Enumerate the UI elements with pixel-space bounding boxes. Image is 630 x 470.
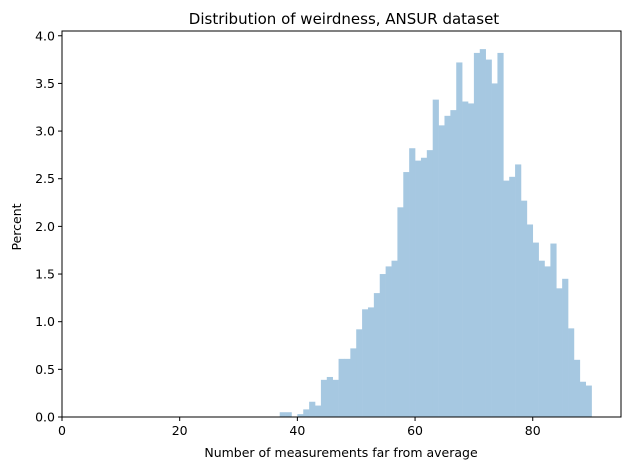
histogram-bar [426,150,433,417]
histogram-bar [479,49,486,418]
histogram-bar [579,381,586,417]
histogram-bar [532,242,539,417]
histogram-bar [526,224,534,417]
y-tick-label: 0.5 [35,362,55,377]
histogram-bar [544,266,551,417]
y-tick-label: 1.0 [35,314,55,329]
histogram-bar [350,348,357,417]
histogram-bar [279,412,286,417]
histogram-bar [344,358,351,417]
y-tick-label: 4.0 [35,28,55,43]
histogram-bar [456,62,463,417]
histogram-bar [497,52,504,418]
plot-frame [61,30,622,418]
histogram-bar [485,59,492,418]
histogram-bar [444,115,451,417]
histogram-bar [432,99,439,418]
histogram-bar [573,359,581,417]
histogram-bar [379,274,386,417]
y-tick-label: 0.0 [35,410,55,425]
y-tick-label: 2.0 [35,219,55,234]
histogram-bar [297,414,304,417]
histogram-bar [320,379,328,417]
y-tick-label: 1.5 [35,267,55,282]
histogram-bar [338,358,345,417]
histogram-bar [520,200,528,417]
y-tick-label: 2.5 [35,171,55,186]
histogram-bar [303,409,310,417]
histogram-bar [373,293,381,417]
histogram-bar [538,260,545,417]
chart-title: Distribution of weirdness, ANSUR dataset [189,10,499,28]
histogram-bar [285,412,292,417]
x-tick-label: 80 [525,423,541,438]
histogram-bar [385,266,392,417]
histogram-bar [391,260,398,417]
histogram-bar [562,278,569,417]
histogram-bar [473,52,481,418]
histogram-bar [550,243,557,417]
y-axis-label: Percent [9,203,24,250]
histogram-bar [509,176,516,417]
histogram-bar [367,307,375,417]
y-tick-label: 3.5 [35,76,55,91]
histogram-bar [415,160,422,417]
bars-group [279,49,592,418]
histogram-bar [397,207,404,417]
histogram-bar [515,164,522,417]
x-tick-label: 60 [407,423,423,438]
x-tick-label: 0 [58,423,66,438]
histogram-bar [326,376,333,417]
histogram-bar [491,83,498,418]
histogram-bar [332,379,339,417]
histogram-bar [468,103,475,418]
y-axis-ticks: 0.0 0.5 1.0 1.5 2.0 2.5 3.0 3.5 4.0 [35,28,62,425]
x-tick-label: 20 [172,423,188,438]
histogram-bar [356,329,363,417]
histogram-bar [420,157,428,417]
histogram-bar [403,172,410,417]
histogram-bar [462,101,469,417]
histogram-bar [585,385,592,417]
histogram-bar [503,180,510,417]
histogram-bar [568,328,575,417]
histogram-bar [315,405,322,417]
histogram-bar [556,288,563,417]
histogram-bar [362,309,369,417]
x-axis-label: Number of measurements far from average [204,445,478,460]
x-tick-label: 40 [289,423,305,438]
histogram-bar [438,125,445,418]
y-tick-label: 3.0 [35,124,55,139]
histogram-bar [409,148,416,418]
x-axis-ticks: 0 20 40 60 80 [58,417,541,438]
histogram-bar [309,401,316,417]
histogram-bar [450,110,457,418]
